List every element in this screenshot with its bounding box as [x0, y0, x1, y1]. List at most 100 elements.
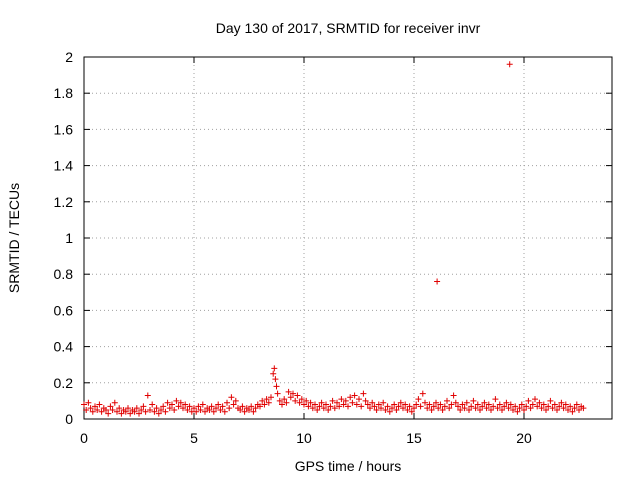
data-point-0-58: [208, 403, 215, 410]
data-point-0-8: [98, 408, 105, 415]
data-point-0-131: [364, 401, 371, 408]
data-point-0-112: [323, 401, 329, 408]
data-point-0-78: [252, 405, 259, 412]
data-point-0-102: [301, 401, 307, 408]
data-point-0-20: [125, 405, 131, 412]
data-point-0-25: [136, 410, 142, 417]
y-tick-label-4: 0.8: [54, 266, 74, 282]
data-point-0-168: [444, 397, 450, 404]
data-point-0-204: [521, 406, 527, 413]
data-point-0-123: [347, 394, 354, 401]
data-point-0-156: [419, 390, 426, 397]
data-point-0-189: [490, 403, 497, 410]
data-point-0-119: [338, 396, 345, 403]
data-point-0-50: [191, 405, 197, 412]
data-point-0-33: [153, 405, 160, 412]
data-point-0-62: [217, 406, 224, 413]
data-point-0-216: [547, 397, 554, 404]
data-point-0-42: [173, 397, 180, 404]
data-point-0-29: [144, 392, 151, 399]
data-point-0-195: [503, 399, 510, 406]
y-axis-label: SRMTID / TECUs: [6, 183, 22, 293]
data-point-0-55: [202, 408, 208, 415]
data-point-0-90: [274, 390, 281, 397]
data-point-0-154: [415, 396, 422, 403]
data-point-0-77: [250, 408, 257, 415]
data-point-0-167: [441, 403, 448, 410]
data-point-0-135: [373, 406, 380, 413]
data-point-0-89: [273, 383, 280, 390]
data-point-0-7: [96, 401, 103, 408]
data-point-0-61: [215, 401, 222, 408]
data-point-0-222: [560, 405, 567, 412]
data-point-0-63: [219, 403, 226, 410]
data-point-0-208: [529, 401, 536, 408]
data-point-0-144: [393, 406, 400, 413]
data-point-0-24: [133, 405, 140, 412]
data-point-0-166: [439, 406, 446, 413]
y-tick-label-9: 1.8: [54, 85, 74, 101]
data-point-0-73: [241, 408, 248, 415]
data-point-0-193: [499, 406, 505, 413]
data-point-0-188: [488, 406, 494, 413]
data-point-0-116: [331, 405, 338, 412]
y-tick-label-5: 1: [65, 230, 73, 246]
data-point-0-95: [285, 388, 292, 395]
x-tick-label-4: 20: [516, 430, 532, 446]
data-point-0-223: [562, 401, 569, 408]
data-point-0-143: [391, 401, 398, 408]
data-point-0-202: [516, 405, 523, 412]
data-point-0-4: [89, 408, 96, 415]
data-point-0-198: [507, 401, 514, 408]
data-point-0-12: [107, 403, 114, 410]
data-point-0-155: [417, 403, 424, 410]
data-point-0-1: [83, 406, 90, 413]
data-point-0-146: [397, 399, 404, 406]
data-point-0-130: [362, 397, 369, 404]
data-point-0-80: [257, 403, 263, 410]
data-point-0-36: [160, 403, 167, 410]
data-point-0-47: [184, 406, 191, 413]
data-point-0-71: [237, 406, 244, 413]
data-point-0-40: [169, 401, 175, 408]
data-point-0-60: [213, 405, 219, 412]
data-point-0-124: [349, 399, 356, 406]
data-point-0-229: [576, 406, 582, 413]
data-point-0-134: [371, 403, 378, 410]
data-point-0-39: [166, 405, 173, 412]
data-point-0-31: [149, 401, 156, 408]
data-point-0-207: [527, 405, 534, 412]
data-point-0-196: [505, 405, 512, 412]
data-point-0-13: [109, 406, 116, 413]
data-point-0-75: [246, 406, 252, 413]
data-point-0-183: [477, 406, 483, 413]
data-point-0-88: [272, 376, 279, 383]
data-point-0-76: [248, 403, 255, 410]
data-point-0-114: [327, 403, 334, 410]
data-point-0-132: [367, 405, 373, 412]
data-point-0-190: [492, 396, 499, 403]
data-point-0-5: [92, 403, 98, 410]
data-point-0-136: [375, 401, 382, 408]
data-point-0-109: [316, 403, 323, 410]
data-point-0-34: [155, 410, 162, 417]
data-point-0-115: [329, 397, 336, 404]
data-point-0-104: [305, 403, 312, 410]
data-point-0-149: [404, 406, 411, 413]
data-point-0-38: [164, 399, 171, 406]
data-point-0-11: [105, 410, 112, 417]
data-point-0-52: [195, 403, 202, 410]
y-tick-label-10: 2: [65, 49, 73, 65]
data-point-0-194: [501, 403, 508, 410]
y-tick-label-7: 1.4: [54, 158, 74, 174]
x-tick-label-2: 10: [296, 430, 312, 446]
data-point-0-15: [114, 408, 120, 415]
data-point-0-87: [271, 365, 278, 372]
data-point-0-158: [424, 405, 431, 412]
data-point-0-54: [199, 401, 206, 408]
data-point-0-151: [408, 408, 415, 415]
data-point-0-35: [158, 406, 164, 413]
data-point-0-14: [111, 399, 118, 406]
data-point-0-57: [206, 406, 213, 413]
